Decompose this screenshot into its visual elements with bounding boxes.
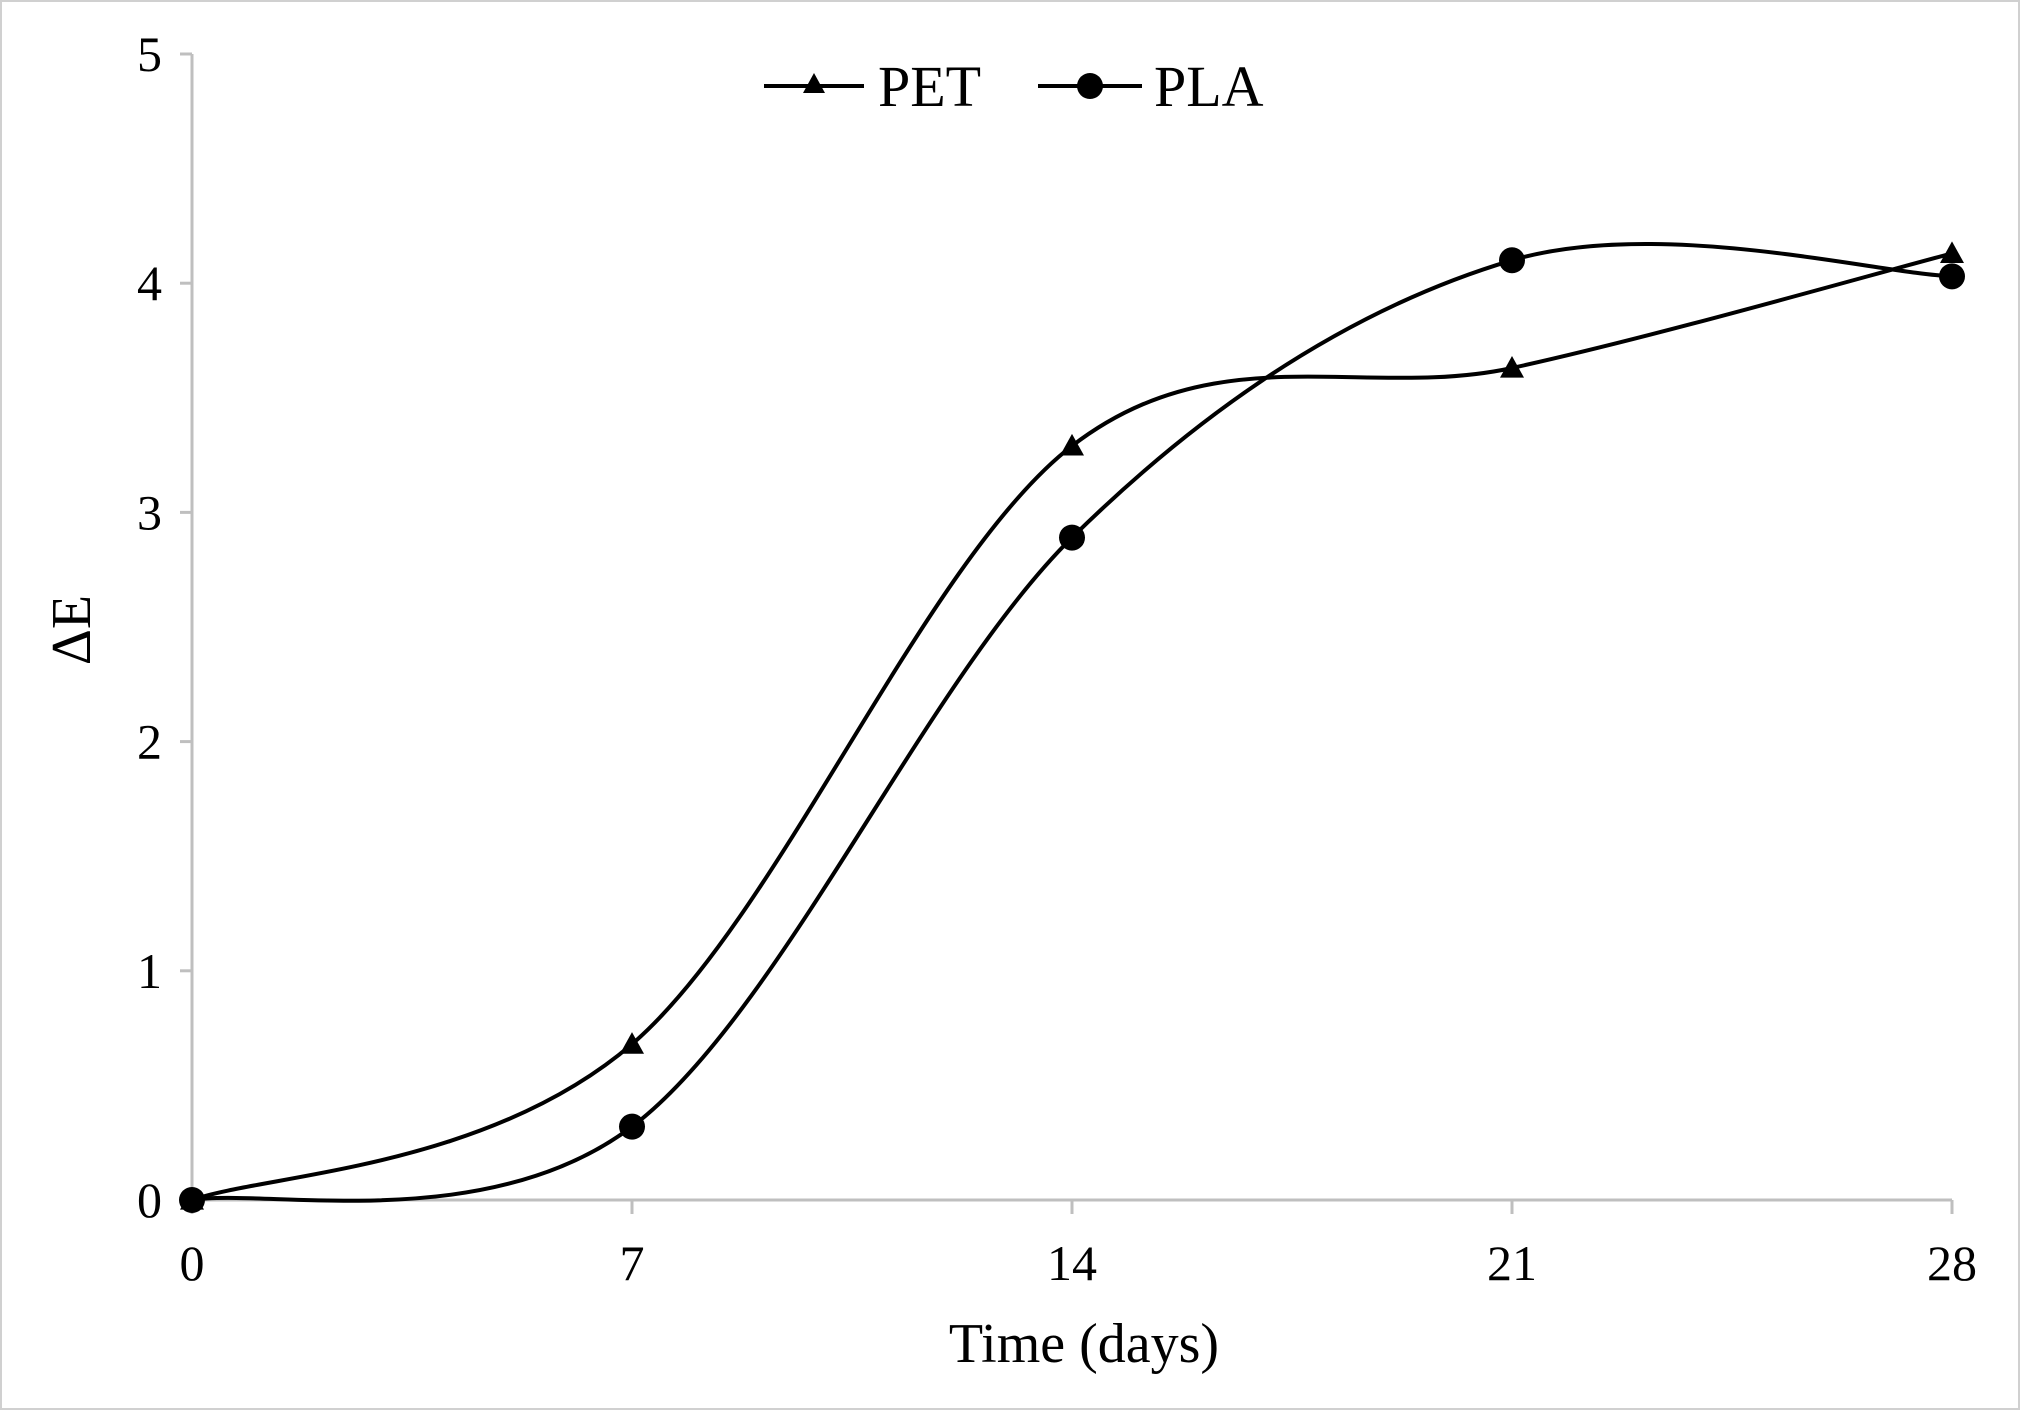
y-axis-title: ΔE [41,595,103,665]
data-point-pla-28 [1939,263,1965,290]
axis-ticks: 0 1 2 3 4 5 0 7 14 21 28 [137,26,1977,1291]
x-axis-title: Time (days) [949,1313,1219,1375]
y-tick-label: 5 [137,26,162,82]
legend: PET PLA [764,54,1264,119]
y-tick-label: 3 [137,484,162,540]
y-tick-label: 1 [137,943,162,999]
legend-pla-label: PLA [1154,54,1264,119]
x-tick-label: 0 [180,1235,205,1291]
x-tick-label: 14 [1047,1235,1097,1291]
series [179,241,1965,1213]
x-tick-label: 7 [620,1235,645,1291]
data-point-pet-28 [1940,241,1964,264]
legend-pet-label: PET [878,54,981,119]
axes [190,54,1952,1202]
legend-pla-circle-marker [1077,73,1103,99]
y-tick-label: 0 [137,1172,162,1228]
data-point-pla-21 [1499,247,1525,274]
series-line-pla [191,241,1953,1203]
legend-pet-triangle-marker [803,73,825,93]
x-tick-label: 21 [1487,1235,1537,1291]
data-point-pla-14 [1059,524,1085,551]
data-point-pla-0 [179,1187,205,1213]
data-point-pet-21 [1500,356,1524,378]
y-tick-label: 4 [137,255,162,311]
data-point-pla-7 [619,1113,645,1140]
x-tick-label: 28 [1927,1235,1977,1291]
y-tick-label: 2 [137,714,162,770]
data-point-pet-7 [620,1032,644,1054]
data-point-pet-14 [1060,433,1084,456]
series-line-pet [191,251,1953,1202]
